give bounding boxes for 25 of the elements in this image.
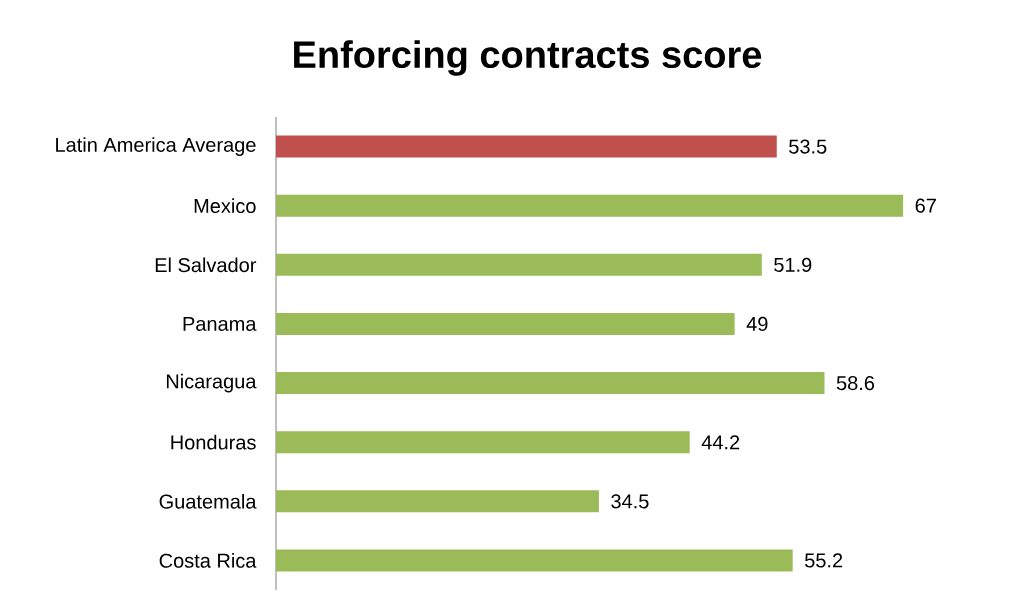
- y-tick-label: Costa Rica: [159, 553, 257, 568]
- bar: [276, 431, 690, 454]
- chart-title: Enforcing contracts score: [294, 40, 762, 76]
- bar: [276, 253, 762, 276]
- bar: [276, 194, 904, 217]
- data-label: 58.6: [836, 375, 875, 391]
- data-label: 53.5: [789, 139, 827, 154]
- y-tick-label: Latin America Average: [56, 137, 256, 156]
- y-tick-label: Nicaragua: [166, 373, 257, 393]
- y-tick-label: El Salvador: [155, 257, 257, 273]
- data-label: 55.2: [805, 553, 843, 568]
- data-label: 34.5: [611, 494, 649, 509]
- y-tick-label: Mexico: [194, 198, 256, 214]
- y-tick-label: Guatemala: [159, 493, 257, 509]
- bar: [276, 549, 793, 572]
- bar: [276, 312, 735, 335]
- data-label: 44.2: [701, 435, 740, 450]
- data-label: 67: [915, 198, 936, 213]
- data-label: 51.9: [774, 257, 812, 272]
- bar: [276, 490, 599, 513]
- y-tick-label: Honduras: [171, 434, 256, 450]
- bar: [276, 135, 777, 158]
- data-label: 49: [746, 316, 768, 332]
- y-tick-label: Panama: [183, 316, 257, 331]
- bar: [276, 372, 825, 395]
